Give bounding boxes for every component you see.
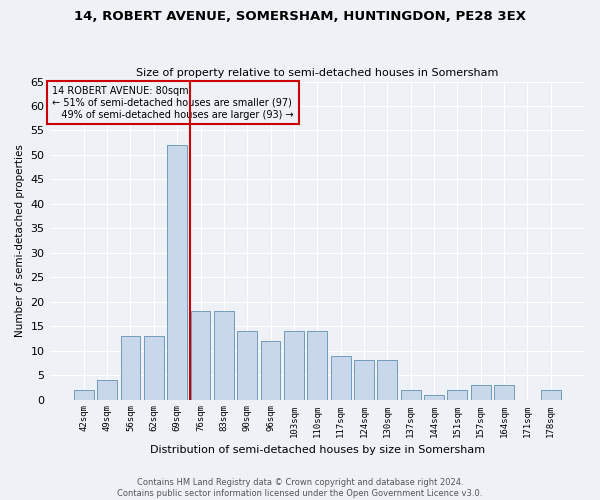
X-axis label: Distribution of semi-detached houses by size in Somersham: Distribution of semi-detached houses by … [150, 445, 485, 455]
Bar [331, 356, 350, 400]
Text: 14, ROBERT AVENUE, SOMERSHAM, HUNTINGDON, PE28 3EX: 14, ROBERT AVENUE, SOMERSHAM, HUNTINGDON… [74, 10, 526, 23]
Bar [541, 390, 560, 400]
Bar [284, 331, 304, 400]
Bar [214, 312, 234, 400]
Bar [354, 360, 374, 400]
Bar [167, 145, 187, 400]
Title: Size of property relative to semi-detached houses in Somersham: Size of property relative to semi-detach… [136, 68, 499, 78]
Bar [377, 360, 397, 400]
Bar [307, 331, 327, 400]
Bar [74, 390, 94, 400]
Y-axis label: Number of semi-detached properties: Number of semi-detached properties [15, 144, 25, 337]
Bar [121, 336, 140, 400]
Bar [191, 312, 211, 400]
Bar [260, 341, 280, 400]
Bar [144, 336, 164, 400]
Bar [448, 390, 467, 400]
Bar [471, 385, 491, 400]
Text: 14 ROBERT AVENUE: 80sqm
← 51% of semi-detached houses are smaller (97)
   49% of: 14 ROBERT AVENUE: 80sqm ← 51% of semi-de… [52, 86, 294, 120]
Bar [97, 380, 117, 400]
Text: Contains HM Land Registry data © Crown copyright and database right 2024.
Contai: Contains HM Land Registry data © Crown c… [118, 478, 482, 498]
Bar [424, 394, 444, 400]
Bar [401, 390, 421, 400]
Bar [494, 385, 514, 400]
Bar [238, 331, 257, 400]
